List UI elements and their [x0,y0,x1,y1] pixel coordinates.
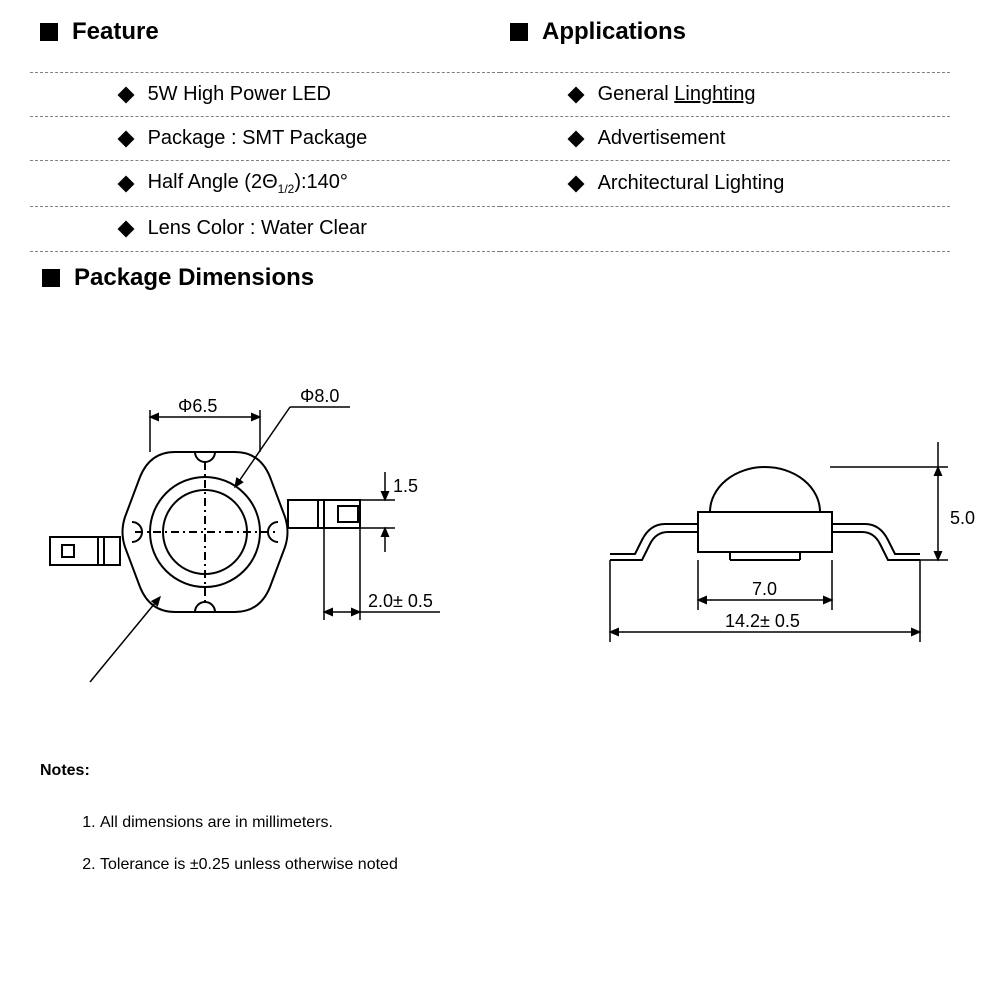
package-dimensions-header-text: Package Dimensions [74,264,314,292]
applications-header: Applications [510,10,960,54]
package-dimensions-header: Package Dimensions [0,252,1000,292]
dim-dia2: Φ8.0 [300,386,339,406]
feature-cell: Package : SMT Package [30,117,500,161]
top-view-drawing: Φ6.5 Φ8.0 1.5 2.0± 0.5 [50,386,440,682]
table-row: 5W High Power LED General Linghting [30,73,950,117]
feature-cell: Half Angle (2Θ1/2):140° [30,161,500,207]
table-row: Half Angle (2Θ1/2):140° Architectural Li… [30,161,950,207]
notes-section: Notes: All dimensions are in millimeters… [0,732,1000,886]
feature-cell: 5W High Power LED [30,73,500,117]
dim-lead-w: 2.0± 0.5 [368,591,433,611]
package-dimensions-diagram: Φ6.5 Φ8.0 1.5 2.0± 0.5 [0,382,1000,732]
feature-item: Half Angle (2Θ1/2):140° [148,171,348,193]
notes-list: All dimensions are in millimeters. Toler… [100,802,1000,886]
diamond-bullet-icon [118,175,135,192]
application-cell [500,207,950,251]
feature-item: 5W High Power LED [148,83,331,105]
feature-header: Feature [40,10,510,54]
dim-total: 14.2± 0.5 [725,611,800,631]
feature-header-text: Feature [72,18,159,46]
application-cell: General Linghting [500,73,950,117]
feature-item: Lens Color : Water Clear [148,218,367,240]
table-row: Lens Color : Water Clear [30,207,950,251]
dim-lead-h: 1.5 [393,476,418,496]
feature-item: Package : SMT Package [148,127,368,149]
diamond-bullet-icon [118,86,135,103]
application-item: General Linghting [598,83,756,105]
square-bullet-icon [510,23,528,41]
table-row: Package : SMT Package Advertisement [30,117,950,161]
applications-header-text: Applications [542,18,686,46]
note-item: All dimensions are in millimeters. [100,802,1000,844]
side-view-drawing: 5.0 7.0 14.2± 0.5 [610,442,975,642]
note-item: Tolerance is ±0.25 unless otherwise note… [100,844,1000,886]
application-item: Architectural Lighting [598,173,785,195]
diamond-bullet-icon [568,86,585,103]
notes-title: Notes: [40,762,1000,780]
feature-cell: Lens Color : Water Clear [30,207,500,251]
dim-dia1: Φ6.5 [178,396,217,416]
diamond-bullet-icon [568,130,585,147]
application-item: Advertisement [598,127,726,149]
diamond-bullet-icon [118,221,135,238]
diamond-bullet-icon [568,176,585,193]
dim-body: 7.0 [752,579,777,599]
square-bullet-icon [42,269,60,287]
headers-row: Feature Applications [0,0,1000,54]
dim-height: 5.0 [950,508,975,528]
application-cell: Advertisement [500,117,950,161]
application-cell: Architectural Lighting [500,161,950,207]
square-bullet-icon [40,23,58,41]
feature-application-table: 5W High Power LED General Linghting Pack… [30,72,950,252]
diamond-bullet-icon [118,130,135,147]
